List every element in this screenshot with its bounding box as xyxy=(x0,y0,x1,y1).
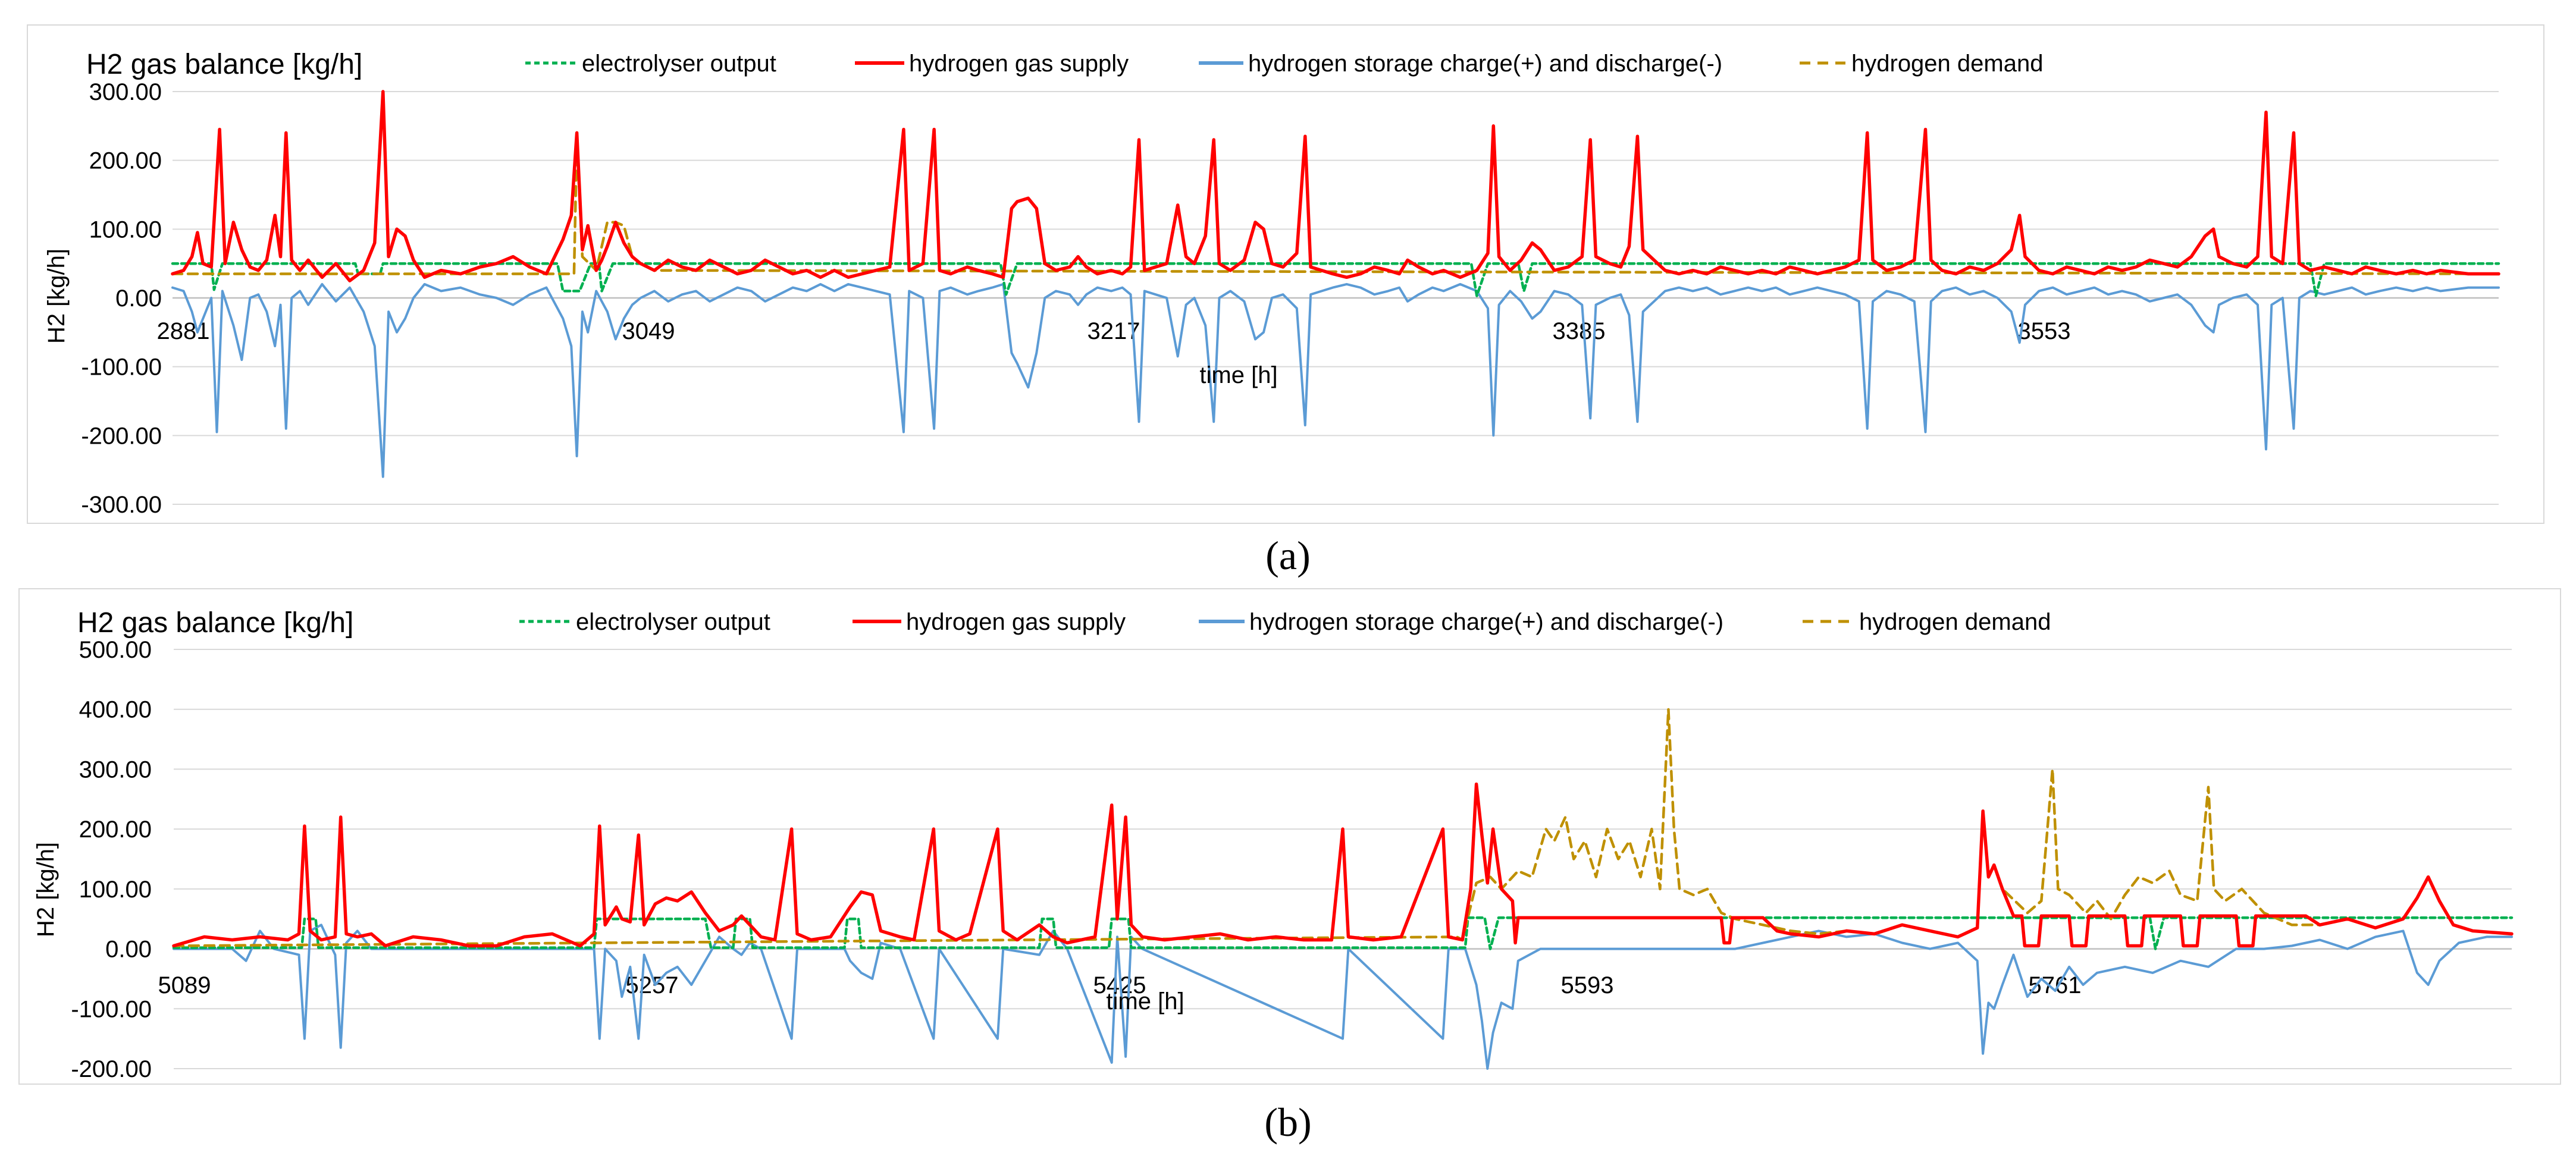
chart-a-y-axis-title: H2 [kg/h] xyxy=(43,249,70,344)
chart-a-series-hydrogen-gas-supply xyxy=(171,90,2500,282)
chart-a-series-hydrogen-storage-charge-and-discharge xyxy=(171,282,2500,478)
chart-a-y-tick-200-00: 200.00 xyxy=(89,148,162,174)
chart-a-x-tick-3553: 3553 xyxy=(2018,318,2071,344)
legend-b-hydrogen-storage: hydrogen storage charge(+) and discharge… xyxy=(1199,609,1723,635)
chart-a-y-tick-100-00: 100.00 xyxy=(89,216,162,243)
chart-a-y-tick-300-00: -300.00 xyxy=(81,492,162,518)
chart-b-series-hydrogen-gas-supply xyxy=(172,782,2514,948)
chart-a-y-tick-labels: 300.00 200.00 100.00 0.00 -100.00 -200.00 -300… xyxy=(81,79,162,518)
legend-b-hydrogen-demand: hydrogen demand xyxy=(1803,609,2051,635)
chart-b-y-tick-100-00: -100.00 xyxy=(71,996,152,1022)
legend-a-hydrogen-storage-label: hydrogen storage charge(+) and discharge… xyxy=(1248,51,1722,77)
chart-b-y-axis-title: H2 [kg/h] xyxy=(33,842,59,937)
chart-a-y-tick-100-00: -100.00 xyxy=(81,354,162,381)
chart-panel-a: 300.00 200.00 100.00 0.00 -100.00 -200.00 -300… xyxy=(27,24,2544,524)
chart-b-y-tick-400-00: 400.00 xyxy=(79,697,152,723)
chart-panel-b: 500.00 400.00 300.00 200.00 100.00 0.00 -100.0… xyxy=(18,588,2561,1085)
chart-b-x-tick-5593: 5593 xyxy=(1561,972,1614,998)
chart-a-series xyxy=(171,90,2500,478)
chart-b-x-tick-5089: 5089 xyxy=(158,972,211,998)
legend-a-hydrogen-gas-supply-label: hydrogen gas supply xyxy=(909,51,1129,77)
legend-a-electrolyser-output: electrolyser output xyxy=(525,51,776,77)
chart-b-y-tick-labels: 500.00 400.00 300.00 200.00 100.00 0.00 -100.0… xyxy=(71,637,152,1082)
caption-a: (a) xyxy=(1265,533,1310,578)
chart-b-x-tick-labels: 5089 5257 5425 5593 5761 xyxy=(158,972,2082,998)
chart-a-gridlines xyxy=(173,91,2499,505)
chart-b-y-tick-200-00: -200.00 xyxy=(71,1056,152,1082)
chart-b-y-tick-200-00: 200.00 xyxy=(79,816,152,843)
chart-b-frame xyxy=(18,588,2561,1085)
chart-b-series-hydrogen-storage-charge-and-discharge xyxy=(173,924,2513,1070)
legend-b-hydrogen-gas-supply-label: hydrogen gas supply xyxy=(906,609,1126,635)
legend-a-hydrogen-demand-label: hydrogen demand xyxy=(1851,51,2043,77)
chart-b-y-tick-100-00: 100.00 xyxy=(79,877,152,903)
legend-b-hydrogen-demand-label: hydrogen demand xyxy=(1859,609,2051,635)
chart-b-series xyxy=(172,708,2514,1070)
legend-a-hydrogen-storage: hydrogen storage charge(+) and discharge… xyxy=(1199,51,1722,77)
legend-b-electrolyser-output: electrolyser output xyxy=(519,609,770,635)
legend-a-hydrogen-demand: hydrogen demand xyxy=(1800,51,2043,77)
chart-b-x-axis-title: time [h] xyxy=(1106,988,1184,1015)
chart-b-y-tick-300-00: 300.00 xyxy=(79,756,152,783)
caption-b: (b) xyxy=(1264,1100,1311,1145)
chart-a-y-tick-0-00: 0.00 xyxy=(115,285,162,312)
legend-a-hydrogen-gas-supply: hydrogen gas supply xyxy=(855,51,1129,77)
chart-a-series-electrolyser-output xyxy=(171,262,2500,297)
chart-b-legend: electrolyser output hydrogen gas supply … xyxy=(519,609,2051,635)
chart-a-x-axis-title: time [h] xyxy=(1199,362,1277,388)
chart-a-x-tick-3385: 3385 xyxy=(1553,318,1606,344)
chart-b-y-tick-500-00: 500.00 xyxy=(79,637,152,663)
chart-a-y-tick-300-00: 300.00 xyxy=(89,79,162,105)
legend-b-hydrogen-storage-label: hydrogen storage charge(+) and discharge… xyxy=(1249,609,1723,635)
chart-a-title: H2 gas balance [kg/h] xyxy=(86,49,362,80)
chart-a-legend: electrolyser output hydrogen gas supply … xyxy=(525,51,2043,77)
legend-a-electrolyser-output-label: electrolyser output xyxy=(582,51,776,77)
legend-b-electrolyser-output-label: electrolyser output xyxy=(576,609,770,635)
chart-b-title: H2 gas balance [kg/h] xyxy=(77,607,353,639)
chart-b-y-tick-0-00: 0.00 xyxy=(105,937,152,963)
chart-a-x-tick-labels: 2881 3049 3217 3385 3553 xyxy=(157,318,2071,344)
chart-b-series-hydrogen-demand xyxy=(172,708,2514,947)
chart-a-x-tick-3049: 3049 xyxy=(622,318,675,344)
legend-b-hydrogen-gas-supply: hydrogen gas supply xyxy=(853,609,1126,635)
chart-a-y-tick-200-00: -200.00 xyxy=(81,423,162,449)
